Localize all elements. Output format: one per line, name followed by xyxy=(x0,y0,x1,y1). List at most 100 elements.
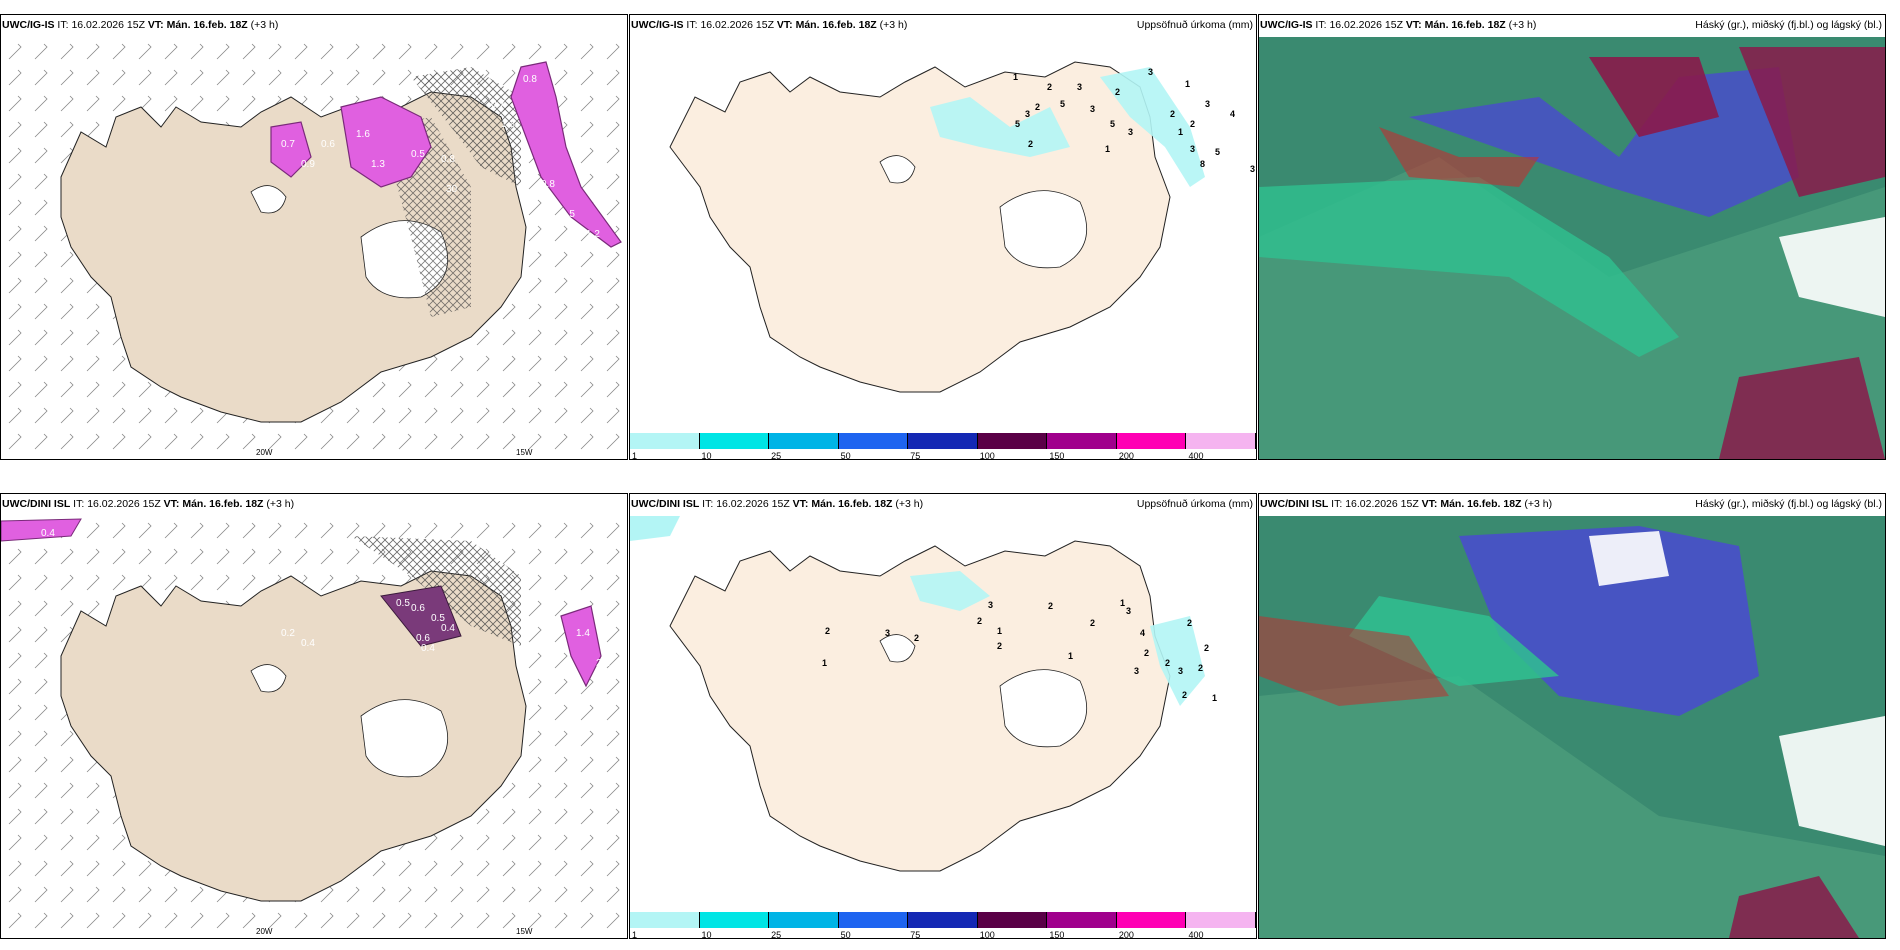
wind-barb xyxy=(34,381,48,398)
map-value-label: 5 xyxy=(1060,99,1065,109)
wind-barb xyxy=(86,522,100,539)
map-value-label: 3 xyxy=(1090,104,1095,114)
wind-barb xyxy=(8,95,22,112)
wind-barb xyxy=(528,574,542,591)
wind-barb xyxy=(190,886,204,903)
wind-barb xyxy=(190,433,204,450)
wind-barb xyxy=(554,834,568,851)
wind-barb xyxy=(502,433,516,450)
wind-barb xyxy=(554,522,568,539)
map-value-label: 1.3 xyxy=(501,119,515,130)
wind-barb xyxy=(242,433,256,450)
wind-barb xyxy=(580,574,594,591)
wind-barb xyxy=(112,407,126,424)
wind-barb xyxy=(372,407,386,424)
wind-barb xyxy=(450,860,464,877)
wind-barb xyxy=(8,678,22,695)
wind-barb xyxy=(34,600,48,617)
map-value-label: 1.6 xyxy=(356,129,370,140)
map-value-label: 3 xyxy=(1148,67,1153,77)
wind-barb xyxy=(112,355,126,372)
wind-barb xyxy=(424,433,438,450)
map-value-label: 2 xyxy=(1035,102,1040,112)
wind-barb xyxy=(424,522,438,539)
wind-barb xyxy=(372,522,386,539)
map-value-label: 3 xyxy=(1025,109,1030,119)
wind-barb xyxy=(60,782,74,799)
wind-barb xyxy=(34,860,48,877)
wind-barb xyxy=(112,860,126,877)
wind-barb xyxy=(476,860,490,877)
wind-barb xyxy=(268,548,282,565)
wind-barb xyxy=(580,147,594,164)
wind-barb xyxy=(606,756,620,773)
wind-barb xyxy=(294,43,308,60)
wind-barb xyxy=(554,600,568,617)
wind-barb xyxy=(320,69,334,86)
wind-barb xyxy=(580,303,594,320)
wind-barb xyxy=(476,433,490,450)
colorbar: 1 10 25 50 75 100 150 200 400 xyxy=(630,433,1256,459)
wind-barb xyxy=(242,43,256,60)
wind-barb xyxy=(60,355,74,372)
wind-barb xyxy=(346,433,360,450)
wind-barb xyxy=(8,147,22,164)
wind-barb xyxy=(424,381,438,398)
wind-barb xyxy=(242,522,256,539)
map-value-label: 0.5 xyxy=(396,598,410,609)
wind-barb xyxy=(138,69,152,86)
wind-barb xyxy=(528,678,542,695)
wind-barb xyxy=(34,199,48,216)
map-value-label: 1.1 xyxy=(601,678,615,689)
wind-barb xyxy=(60,886,74,903)
panel-precip-dini: UWC/DINI ISL IT: 16.02.2026 15Z VT: Mán.… xyxy=(629,493,1257,939)
wind-barb xyxy=(34,704,48,721)
map-value-label: 3 xyxy=(1250,164,1255,174)
wind-barb xyxy=(476,834,490,851)
wind-barb xyxy=(528,522,542,539)
colorbar-segment xyxy=(838,433,909,449)
wind-barb xyxy=(554,808,568,825)
map-value-label: 2 xyxy=(1048,601,1053,611)
map-value-label: 0.7 xyxy=(491,99,505,110)
wind-barb xyxy=(554,381,568,398)
wind-barb xyxy=(372,886,386,903)
wind-barb xyxy=(554,251,568,268)
wind-barb xyxy=(8,173,22,190)
wind-barb xyxy=(268,433,282,450)
wind-barb xyxy=(554,407,568,424)
map-value-label: 1.3 xyxy=(371,159,385,170)
panel-title: UWC/DINI ISL IT: 16.02.2026 15Z VT: Mán.… xyxy=(2,498,295,510)
wind-barb xyxy=(8,626,22,643)
wind-barb xyxy=(34,303,48,320)
wind-barb xyxy=(164,43,178,60)
wind-barb xyxy=(528,251,542,268)
colorbar-segment xyxy=(630,912,700,928)
wind-barb xyxy=(34,407,48,424)
wind-barb xyxy=(502,834,516,851)
wind-barb xyxy=(606,600,620,617)
wind-barb xyxy=(580,886,594,903)
map-value-label: 2 xyxy=(997,641,1002,651)
wind-barb xyxy=(580,43,594,60)
colorbar-tick: 200 xyxy=(1118,930,1134,939)
wind-barb xyxy=(112,834,126,851)
wind-barb xyxy=(476,381,490,398)
wind-barb xyxy=(34,574,48,591)
wind-barb xyxy=(606,147,620,164)
colorbar: 1 10 25 50 75 100 150 200 400 xyxy=(630,912,1256,938)
wind-barb xyxy=(8,912,22,929)
wind-barb xyxy=(398,407,412,424)
wind-barb xyxy=(60,277,74,294)
wind-barb xyxy=(86,433,100,450)
wind-barb xyxy=(580,277,594,294)
wind-barb xyxy=(554,652,568,669)
wind-barb xyxy=(502,355,516,372)
wind-barb xyxy=(502,329,516,346)
wind-barb xyxy=(164,548,178,565)
wind-barb xyxy=(8,574,22,591)
wind-barb xyxy=(8,730,22,747)
colorbar-tick: 10 xyxy=(701,930,712,939)
wind-barb xyxy=(606,381,620,398)
